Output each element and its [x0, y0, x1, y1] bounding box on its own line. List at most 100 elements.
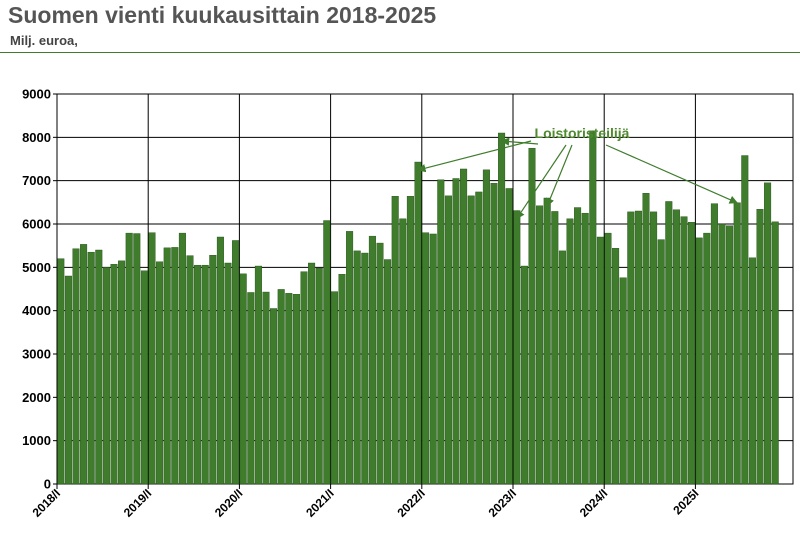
bar [718, 223, 726, 485]
y-tick-label: 7000 [22, 173, 51, 188]
bar [627, 211, 635, 485]
bar [414, 161, 422, 485]
bar [771, 221, 779, 485]
bar [163, 247, 171, 485]
bar [118, 260, 126, 485]
bar [156, 261, 164, 485]
bar [399, 218, 407, 485]
bar [482, 169, 490, 485]
bar [376, 242, 384, 485]
bar [467, 195, 475, 485]
bar [209, 254, 217, 485]
bar [338, 274, 346, 485]
bar [726, 225, 734, 485]
bar [756, 209, 764, 485]
y-tick-label: 4000 [22, 303, 51, 318]
annotation-label: Loistoristeilijä [535, 125, 630, 141]
bar [581, 212, 589, 485]
x-tick-label: 2024/I [577, 486, 610, 519]
bar [688, 222, 696, 485]
bar [186, 255, 194, 485]
bar [437, 179, 445, 485]
bar [444, 195, 452, 485]
y-tick-label: 5000 [22, 260, 51, 275]
bar [368, 235, 376, 485]
bar [140, 270, 148, 485]
bar [665, 201, 673, 485]
y-tick-label: 0 [44, 477, 51, 492]
bar [315, 268, 323, 485]
bar [300, 271, 308, 485]
bar [505, 188, 513, 485]
bar [292, 294, 300, 485]
bar [490, 183, 498, 485]
bar [346, 231, 354, 485]
bar [741, 155, 749, 485]
bar [543, 197, 551, 485]
x-tick-label: 2023/I [486, 486, 519, 519]
annotation: Loistoristeilijä [417, 125, 738, 220]
bar [703, 232, 711, 485]
bar [80, 244, 88, 485]
annotation-arrow [500, 137, 539, 146]
bar [133, 233, 141, 485]
x-tick-label: 2019/I [121, 486, 154, 519]
bar [672, 209, 680, 485]
y-tick-label: 1000 [22, 433, 51, 448]
bar [194, 264, 202, 485]
bar [110, 264, 118, 485]
bar [72, 248, 80, 485]
y-tick-label: 2000 [22, 390, 51, 405]
bar [262, 291, 270, 485]
bar [384, 259, 392, 485]
bar [460, 168, 468, 485]
bar [475, 191, 483, 485]
bar [536, 205, 544, 485]
bar [224, 262, 232, 485]
y-tick-label: 3000 [22, 347, 51, 362]
y-tick-label: 8000 [22, 130, 51, 145]
bar [710, 203, 718, 485]
bar [657, 239, 665, 485]
bar [513, 210, 521, 485]
bar [528, 147, 536, 485]
chart-title: Suomen vienti kuukausittain 2018-2025 [8, 2, 437, 28]
bar [764, 182, 772, 485]
bar [353, 250, 361, 485]
bar [201, 264, 209, 485]
bar [748, 257, 756, 485]
bar [361, 252, 369, 485]
bar [574, 207, 582, 485]
bar [285, 293, 293, 485]
bar [452, 178, 460, 485]
bar [239, 273, 247, 485]
bar [171, 247, 179, 485]
x-tick-label: 2022/I [394, 486, 427, 519]
bar [422, 232, 430, 485]
bar [429, 233, 437, 485]
bar [619, 277, 627, 485]
y-tick-label: 6000 [22, 217, 51, 232]
x-tick-label: 2021/I [303, 486, 336, 519]
bar [247, 292, 255, 485]
bar [125, 232, 133, 485]
bar [95, 249, 103, 485]
bar [102, 267, 110, 485]
bar [604, 232, 612, 485]
bar [498, 132, 506, 485]
chart-subtitle: Milj. euroa, [10, 33, 78, 48]
bar [216, 236, 224, 485]
bar [323, 220, 331, 485]
bar [642, 193, 650, 485]
bar [254, 265, 262, 485]
bar [551, 211, 559, 485]
bar [232, 240, 240, 485]
bar [680, 216, 688, 485]
bar [148, 232, 156, 485]
bar [178, 232, 186, 485]
bar [308, 262, 316, 485]
header-divider [0, 52, 800, 53]
bar [612, 248, 620, 485]
annotation-arrow [546, 144, 573, 207]
